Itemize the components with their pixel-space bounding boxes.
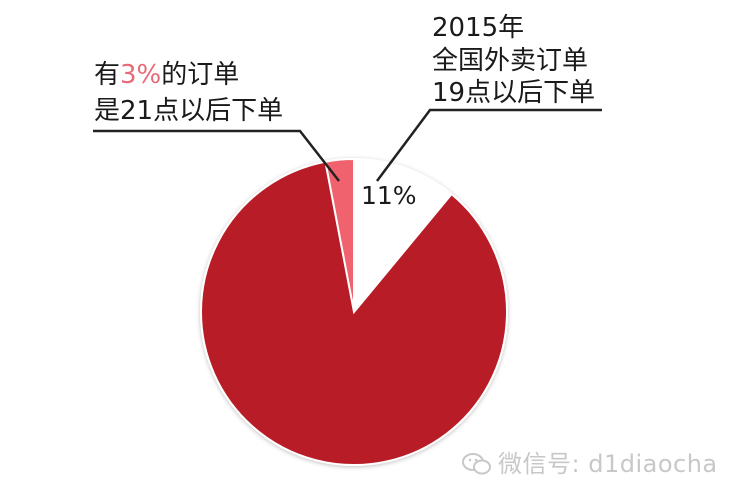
right-annotation-line1: 2015年 (432, 13, 524, 43)
left-annotation-line2: 是21点以后下单 (94, 96, 283, 126)
wechat-icon (462, 453, 491, 475)
right-callout-line (375, 108, 602, 182)
watermark-text: 微信号: d1diaocha (498, 450, 718, 478)
pie-slices (200, 157, 508, 466)
left-callout-line (93, 129, 340, 182)
watermark: 微信号: d1diaocha (462, 444, 718, 479)
pie-slice-2 (200, 160, 508, 466)
right-annotation-line3: 19点以后下单 (432, 78, 595, 108)
left-annotation-line1: 有3%的订单 (94, 60, 239, 90)
pie-slice-1 (353, 157, 453, 315)
right-annotation-line2: 全国外卖订单 (432, 46, 588, 76)
slice-label-11: 11% (361, 181, 417, 210)
